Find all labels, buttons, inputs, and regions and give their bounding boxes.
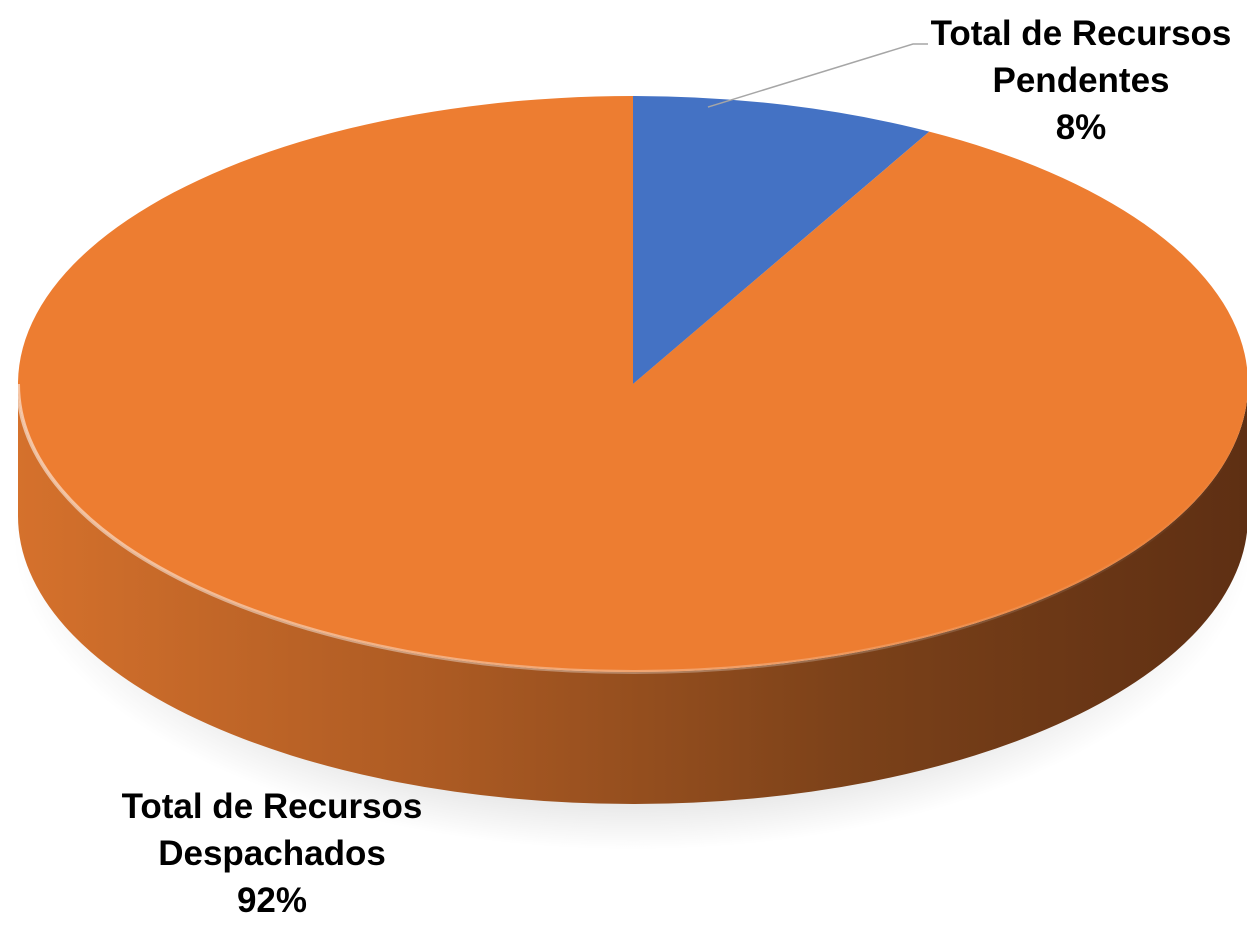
pie-rim-highlight bbox=[16, 383, 1247, 674]
data-label-pendentes-value: 8% bbox=[1055, 108, 1107, 147]
data-label-despachados-line2: Despachados bbox=[158, 834, 386, 873]
data-label-despachados: Total de Recursos Despachados 92% bbox=[100, 783, 444, 924]
data-label-despachados-line1: Total de Recursos bbox=[121, 787, 423, 826]
pie-slice-pendentes bbox=[633, 96, 930, 384]
data-label-pendentes-line2: Pendentes bbox=[992, 61, 1170, 100]
data-label-despachados-value: 92% bbox=[236, 881, 308, 920]
data-label-pendentes: Total de Recursos Pendentes 8% bbox=[918, 10, 1244, 151]
leader-line-pendentes bbox=[707, 43, 928, 108]
pie-side-wall bbox=[18, 384, 1247, 804]
data-label-pendentes-line1: Total de Recursos bbox=[930, 14, 1232, 53]
pie-slice-despachados bbox=[17, 96, 1247, 672]
